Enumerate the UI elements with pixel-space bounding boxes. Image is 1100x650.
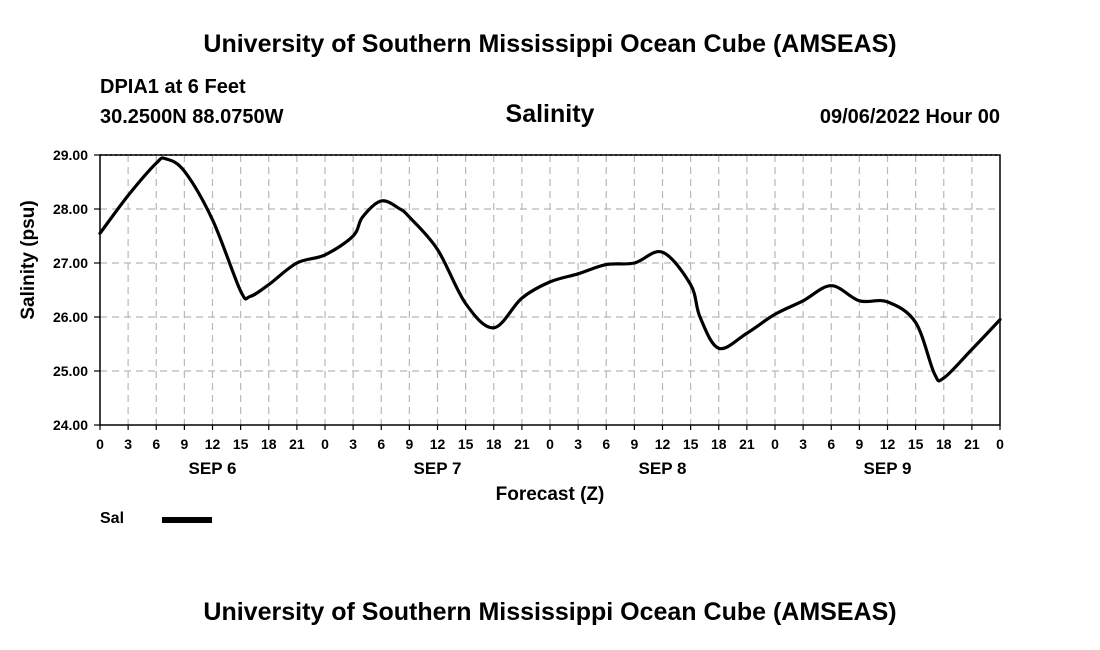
forecast-datetime: 09/06/2022 Hour 00 — [819, 106, 1000, 128]
x-tick-label: 21 — [964, 436, 980, 452]
legend-label: Sal — [100, 510, 125, 527]
y-tick-label: 25.00 — [53, 363, 88, 379]
x-tick-label: 15 — [908, 436, 924, 452]
chart-title: Salinity — [505, 100, 595, 128]
y-tick-label: 24.00 — [53, 417, 88, 433]
x-tick-label: 9 — [180, 436, 188, 452]
x-tick-label: 15 — [683, 436, 699, 452]
x-tick-label: 18 — [936, 436, 952, 452]
y-tick-label: 28.00 — [53, 201, 88, 217]
x-tick-label: 6 — [377, 436, 385, 452]
x-tick-label: 3 — [574, 436, 582, 452]
x-tick-label: 18 — [486, 436, 502, 452]
x-tick-label: 21 — [514, 436, 530, 452]
y-tick-labels: 24.00 25.00 26.00 27.00 28.00 29.00 — [53, 147, 88, 433]
x-tick-label: 15 — [233, 436, 249, 452]
x-tick-label: 6 — [152, 436, 160, 452]
axis-ticks — [94, 154, 1001, 430]
day-labels: SEP 6 SEP 7 SEP 8 SEP 9 — [189, 459, 912, 478]
x-tick-label: 0 — [96, 436, 104, 452]
x-tick-label: 3 — [799, 436, 807, 452]
y-tick-label: 27.00 — [53, 255, 88, 271]
x-tick-label: 21 — [289, 436, 305, 452]
bottom-title: University of Southern Mississippi Ocean… — [203, 598, 897, 626]
series-line-sal — [98, 156, 1002, 383]
x-tick-label: 3 — [124, 436, 132, 452]
y-tick-label: 29.00 — [53, 147, 88, 163]
x-tick-label: 12 — [655, 436, 671, 452]
x-tick-label: 9 — [405, 436, 413, 452]
x-axis-label: Forecast (Z) — [496, 484, 605, 505]
day-label: SEP 9 — [864, 459, 912, 478]
day-label: SEP 7 — [414, 459, 462, 478]
x-tick-label: 12 — [430, 436, 446, 452]
x-tick-label: 9 — [630, 436, 638, 452]
x-tick-label: 0 — [546, 436, 554, 452]
x-tick-label: 21 — [739, 436, 755, 452]
y-tick-label: 26.00 — [53, 309, 88, 325]
grid-lines — [100, 154, 1000, 425]
x-tick-label: 18 — [261, 436, 277, 452]
x-tick-label: 15 — [458, 436, 474, 452]
x-tick-label: 0 — [771, 436, 779, 452]
station-label: DPIA1 at 6 Feet — [100, 76, 246, 98]
salinity-chart: 24.00 25.00 26.00 27.00 28.00 29.00 0 3 6 9 12 15 1… — [18, 147, 1004, 505]
top-title: University of Southern Mississippi Ocean… — [203, 30, 897, 58]
y-axis-label: Salinity (psu) — [18, 200, 39, 319]
x-tick-label: 6 — [602, 436, 610, 452]
x-tick-label: 9 — [855, 436, 863, 452]
x-tick-label: 6 — [827, 436, 835, 452]
x-tick-label: 12 — [880, 436, 896, 452]
day-label: SEP 8 — [639, 459, 687, 478]
x-tick-label: 0 — [321, 436, 329, 452]
day-label: SEP 6 — [189, 459, 237, 478]
x-tick-label: 0 — [996, 436, 1004, 452]
x-tick-label: 18 — [711, 436, 727, 452]
x-tick-label: 3 — [349, 436, 357, 452]
x-tick-labels: 0 3 6 9 12 15 18 21 0 3 6 9 12 15 18 21 0 3 6 9 12 15 18 21 0 3 6 9… — [96, 436, 1004, 452]
x-tick-label: 12 — [205, 436, 221, 452]
station-coordinates: 30.2500N 88.0750W — [100, 106, 284, 128]
legend-swatch — [162, 517, 212, 523]
